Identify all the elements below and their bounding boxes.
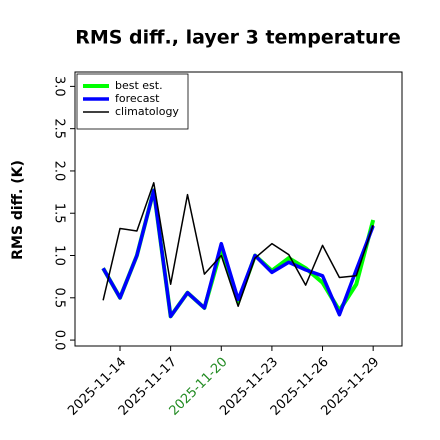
y-tick-label: 2.0 — [52, 161, 67, 182]
chart-title: RMS diff., layer 3 temperature — [75, 27, 401, 49]
y-tick-label: 1.0 — [52, 245, 67, 266]
series-line — [101, 188, 375, 319]
y-tick-label: 3.0 — [52, 76, 67, 97]
series-line — [102, 182, 374, 308]
legend-label: best est. — [115, 79, 163, 92]
plot-frame — [74, 71, 403, 347]
y-axis-label: RMS diff. (K) — [10, 160, 26, 260]
legend-label: forecast — [115, 92, 160, 105]
y-tick-label: 0.0 — [52, 330, 67, 351]
legend-box — [76, 73, 189, 130]
y-tick-label: 2.5 — [52, 118, 67, 139]
y-tick-label: 0.5 — [52, 287, 67, 308]
y-tick-label: 1.5 — [52, 203, 67, 224]
legend-label: climatology — [115, 105, 179, 118]
